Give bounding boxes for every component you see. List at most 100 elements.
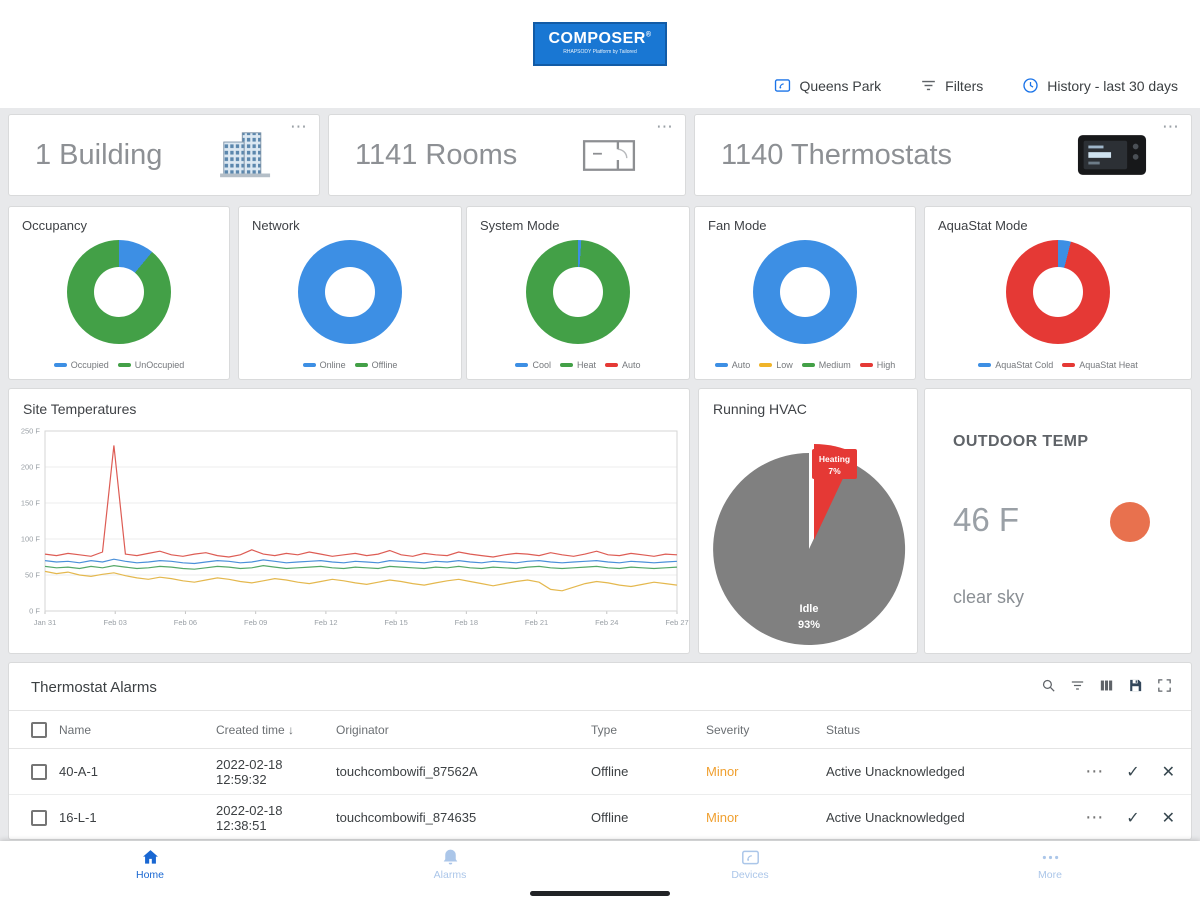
donut-card-occupancy: Occupancy Occupied UnOccupied — [8, 206, 230, 380]
legend-marker — [714, 363, 728, 367]
cell-severity: Minor — [706, 810, 739, 825]
pie-label-idle-pct: 93% — [798, 619, 820, 631]
column-header-created-time[interactable]: Created time ↓ — [216, 722, 295, 737]
table-toolbar-icons — [1040, 677, 1173, 694]
devices-icon — [740, 847, 761, 868]
outdoor-temp-value: 46 F — [953, 501, 1020, 538]
legend-item: Medium — [801, 360, 851, 370]
nav-item-devices[interactable]: Devices — [600, 841, 900, 900]
history-button[interactable]: History - last 30 days — [1021, 76, 1178, 95]
save-icon[interactable] — [1127, 677, 1144, 694]
donut-chart — [1006, 240, 1110, 344]
nav-item-home[interactable]: Home — [0, 841, 300, 900]
svg-text:Feb 03: Feb 03 — [104, 618, 127, 627]
fullscreen-icon[interactable] — [1156, 677, 1173, 694]
card-menu-button[interactable]: ⋯ — [1162, 117, 1181, 136]
column-header-severity[interactable]: Severity — [706, 722, 750, 737]
stat-card-rooms[interactable]: 1141 Rooms ⋯ — [328, 114, 686, 196]
acknowledge-button[interactable]: ✓ — [1126, 809, 1140, 827]
svg-text:Jan 31: Jan 31 — [34, 618, 57, 627]
clear-button[interactable]: ✕ — [1161, 809, 1175, 827]
building-icon — [217, 130, 275, 180]
nav-item-alarms[interactable]: Alarms — [300, 841, 600, 900]
svg-text:200 F: 200 F — [21, 463, 41, 472]
filter-list-icon — [919, 76, 938, 95]
stat-card-thermostats[interactable]: 1140 Thermostats ⋯ — [694, 114, 1192, 196]
legend-marker — [117, 363, 131, 367]
pie-slice-idle — [713, 453, 906, 645]
rooms-icon — [577, 134, 641, 177]
series-red — [44, 445, 678, 558]
card-menu-button[interactable]: ⋯ — [290, 117, 309, 136]
legend-marker — [559, 363, 573, 367]
card-menu-button[interactable]: ⋯ — [656, 117, 675, 136]
outdoor-temp-card: OUTDOOR TEMP 46 F clear sky — [924, 388, 1192, 654]
columns-icon[interactable] — [1098, 677, 1115, 694]
thermostat-alarms-card: Thermostat Alarms Name Created time ↓ Or… — [8, 662, 1192, 840]
site-selector[interactable]: Queens Park — [773, 76, 881, 95]
column-header-originator[interactable]: Originator — [336, 722, 389, 737]
nav-item-more[interactable]: More — [900, 841, 1200, 900]
filter-icon[interactable] — [1069, 677, 1086, 694]
top-bar: COMPOSER® RHAPSODY Platform by Tailored … — [0, 0, 1200, 108]
gesture-bar — [530, 891, 670, 896]
table-row[interactable]: 16-L-1 2022-02-18 12:38:51 touchcombowifi_… — [9, 795, 1191, 839]
cell-status: Active Unacknowledged — [826, 810, 965, 825]
header-checkbox[interactable] — [31, 721, 47, 738]
stat-card-buildings[interactable]: 1 Building ⋯ — [8, 114, 320, 196]
column-header-status[interactable]: Status — [826, 722, 861, 737]
legend-marker — [605, 363, 618, 367]
table-row[interactable]: 40-A-1 2022-02-18 12:59:32 touchcombowifi_… — [9, 749, 1191, 795]
pie-label-heating-pct: 7% — [828, 466, 841, 476]
cell-type: Offline — [591, 764, 629, 779]
legend-marker — [302, 363, 316, 367]
legend-marker — [859, 363, 873, 367]
legend-item: Auto — [605, 360, 641, 370]
cell-name: 16-L-1 — [59, 810, 97, 825]
chart-legend: AquaStat Cold AquaStat Heat — [925, 360, 1191, 370]
legend-item: Low — [759, 360, 793, 370]
registered-mark: ® — [645, 31, 652, 39]
chart-title: Network — [252, 218, 300, 233]
clock-icon — [1021, 76, 1040, 95]
svg-text:Feb 21: Feb 21 — [525, 618, 548, 627]
svg-text:0 F: 0 F — [29, 607, 40, 616]
legend-item: AquaStat Cold — [978, 360, 1053, 370]
column-header-type[interactable]: Type — [591, 722, 618, 737]
chart-legend: Cool Heat Auto — [467, 360, 689, 370]
table-header-row: Name Created time ↓ Originator Type Seve… — [9, 711, 1191, 749]
legend-marker — [1062, 363, 1076, 367]
chart-legend: Occupied UnOccupied — [9, 360, 229, 370]
legend-marker — [978, 363, 992, 367]
row-checkbox[interactable] — [31, 809, 47, 826]
nav-label: Alarms — [433, 869, 467, 881]
running-hvac-card: Running HVAC Heating 7% Idle 93% — [698, 388, 918, 654]
row-menu-button[interactable]: ⋯ — [1085, 761, 1105, 781]
stat-label: 1140 Thermostats — [721, 138, 953, 171]
row-checkbox[interactable] — [31, 763, 47, 780]
legend-item: UnOccupied — [117, 360, 184, 370]
donut-card-fan-mode: Fan Mode Auto Low Medium High — [694, 206, 916, 380]
legend-marker — [759, 363, 773, 367]
column-header-name[interactable]: Name — [59, 722, 92, 737]
stat-label: 1141 Rooms — [355, 138, 518, 171]
chart-title: System Mode — [480, 218, 560, 233]
filters-button[interactable]: Filters — [919, 76, 983, 95]
clear-button[interactable]: ✕ — [1161, 763, 1175, 781]
svg-text:Feb 24: Feb 24 — [595, 618, 618, 627]
legend-marker — [53, 363, 67, 367]
legend-item: Occupied — [53, 360, 109, 370]
search-icon[interactable] — [1040, 677, 1057, 694]
header-actions: Queens Park Filters History - last 30 da… — [773, 76, 1178, 95]
pie-label-idle: Idle — [800, 603, 819, 615]
acknowledge-button[interactable]: ✓ — [1126, 763, 1140, 781]
series-blue — [44, 558, 678, 565]
svg-text:Feb 15: Feb 15 — [384, 618, 407, 627]
filters-label: Filters — [945, 77, 984, 94]
donut-chart — [753, 240, 857, 344]
row-menu-button[interactable]: ⋯ — [1085, 807, 1105, 827]
site-name: Queens Park — [799, 77, 882, 94]
more-icon — [1040, 847, 1061, 868]
chart-title: Site Temperatures — [23, 401, 137, 417]
chart-legend: Auto Low Medium High — [695, 360, 915, 370]
